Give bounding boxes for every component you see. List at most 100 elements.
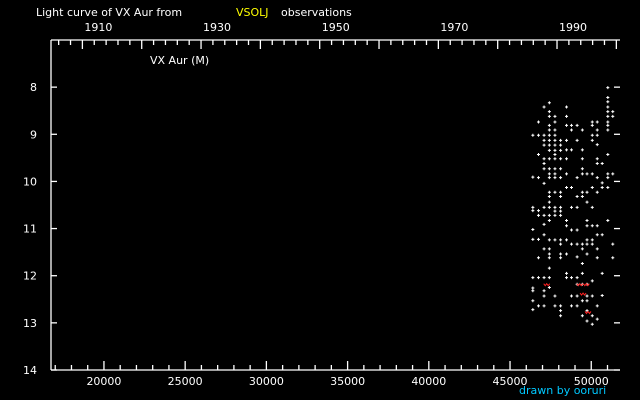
observation-point	[580, 314, 584, 318]
observation-point	[590, 120, 594, 124]
observation-point	[553, 190, 557, 194]
observation-point	[611, 172, 615, 176]
observation-point	[559, 256, 563, 260]
data-points	[531, 86, 615, 326]
observation-point	[547, 190, 551, 194]
observation-point	[600, 186, 604, 190]
observation-point	[542, 289, 546, 293]
observation-point	[600, 271, 604, 275]
observation-point	[565, 276, 569, 280]
observation-point	[547, 213, 551, 217]
observation-point	[547, 114, 551, 118]
observation-point	[559, 238, 563, 242]
observation-point	[585, 294, 589, 298]
observation-point	[595, 120, 599, 124]
observation-point	[580, 247, 584, 251]
observation-point	[553, 167, 557, 171]
observation-point	[590, 172, 594, 176]
observation-point	[531, 276, 535, 280]
x-tick-label: 30000	[249, 375, 284, 388]
x-tick-label: 35000	[330, 375, 365, 388]
observation-point	[595, 143, 599, 147]
observation-point	[553, 128, 557, 132]
observation-point	[565, 186, 569, 190]
observation-point	[590, 205, 594, 209]
observation-point	[542, 181, 546, 185]
observation-point	[542, 157, 546, 161]
observation-point	[547, 176, 551, 180]
observation-point	[595, 233, 599, 237]
observation-point	[575, 138, 579, 142]
observation-point	[542, 205, 546, 209]
observation-point	[531, 175, 535, 179]
observation-point	[559, 314, 563, 318]
observation-point	[595, 190, 599, 194]
observation-point	[585, 172, 589, 176]
observation-point	[547, 123, 551, 127]
y-tick-label: 13	[23, 317, 37, 330]
observation-point	[590, 138, 594, 142]
observation-point	[590, 294, 594, 298]
observation-point	[606, 153, 610, 157]
observation-point	[606, 86, 610, 90]
observation-point	[542, 233, 546, 237]
observation-point	[580, 242, 584, 246]
credit-label: drawn by ooruri	[519, 384, 606, 397]
observation-point	[600, 233, 604, 237]
observation-point	[553, 143, 557, 147]
chart-title-suffix: observations	[281, 6, 352, 19]
observation-point	[547, 143, 551, 147]
observation-point	[559, 167, 563, 171]
observation-point	[565, 172, 569, 176]
observation-point	[559, 195, 563, 199]
observation-point	[531, 228, 535, 232]
observation-point	[547, 157, 551, 161]
fainter-than-mark	[584, 310, 592, 315]
year-tick-label: 1910	[84, 21, 112, 34]
observation-point	[606, 96, 610, 100]
observation-point	[606, 176, 610, 180]
series-label: VX Aur (M)	[150, 54, 209, 67]
observation-point	[606, 120, 610, 124]
observation-point	[606, 114, 610, 118]
observation-point	[569, 276, 573, 280]
observation-point	[606, 123, 610, 127]
observation-point	[569, 304, 573, 308]
observation-point	[585, 319, 589, 323]
observation-point	[559, 143, 563, 147]
observation-point	[595, 133, 599, 137]
observation-point	[553, 176, 557, 180]
observation-point	[542, 222, 546, 226]
observation-point	[559, 213, 563, 217]
observation-point	[565, 148, 569, 152]
observation-point	[585, 299, 589, 303]
observation-point	[580, 271, 584, 275]
observation-point	[547, 148, 551, 152]
observation-point	[536, 256, 540, 260]
year-tick-label: 1970	[440, 21, 468, 34]
fainter-than-mark	[543, 282, 551, 287]
fainter-than-mark	[582, 282, 590, 287]
observation-point	[580, 128, 584, 132]
observation-point	[580, 261, 584, 265]
observation-point	[590, 279, 594, 283]
observation-point	[531, 299, 535, 303]
observation-point	[547, 200, 551, 204]
observation-point	[553, 238, 557, 242]
y-tick-label: 12	[23, 270, 37, 283]
observation-point	[600, 162, 604, 166]
observation-point	[595, 162, 599, 166]
observation-point	[606, 219, 610, 223]
observation-point	[595, 304, 599, 308]
observation-point	[575, 294, 579, 298]
observation-point	[590, 242, 594, 246]
observation-point	[595, 157, 599, 161]
observation-point	[547, 172, 551, 176]
observation-point	[585, 224, 589, 228]
observation-point	[559, 205, 563, 209]
y-tick-label: 8	[30, 81, 37, 94]
observation-point	[580, 299, 584, 303]
observation-point	[553, 148, 557, 152]
observation-point	[531, 286, 535, 290]
observation-point	[606, 128, 610, 132]
